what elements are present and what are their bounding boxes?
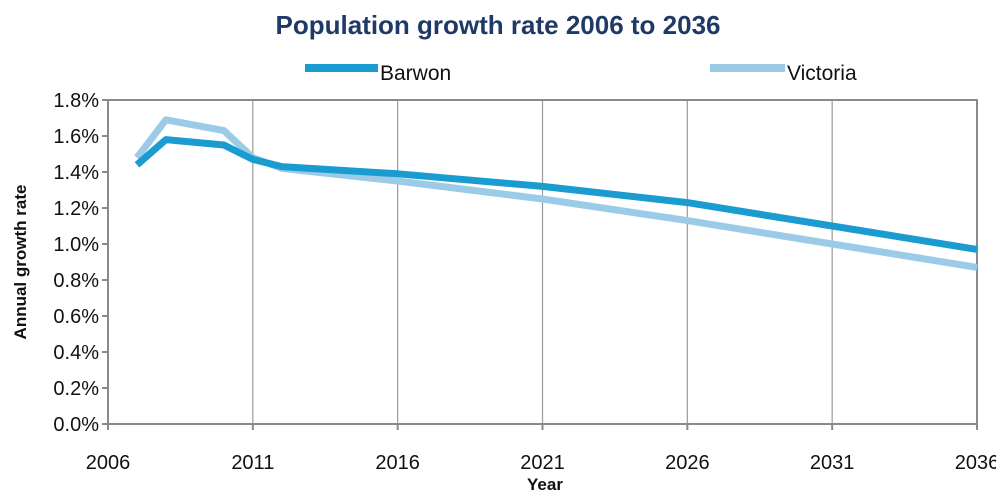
- x-tick-label: 2026: [665, 452, 710, 474]
- series-lines: [134, 116, 978, 271]
- y-tick-label: 1.4%: [53, 162, 99, 184]
- y-tick-label: 1.0%: [53, 234, 99, 256]
- legend-label-victoria: Victoria: [787, 62, 857, 85]
- y-tick-label: 0.0%: [53, 414, 99, 436]
- series-line-barwon: [134, 136, 978, 253]
- x-axis-title: Year: [527, 475, 563, 491]
- y-tick-label: 0.8%: [53, 270, 99, 292]
- x-axis-ticks: 2006 2011 2016 2021 2026 2031 2036: [86, 424, 996, 474]
- x-tick-label: 2036: [955, 452, 996, 474]
- x-tick-label: 2016: [375, 452, 420, 474]
- x-tick-label: 2006: [86, 452, 131, 474]
- x-tick-label: 2021: [520, 452, 565, 474]
- y-axis-title: Annual growth rate: [11, 185, 30, 340]
- legend-label-barwon: Barwon: [380, 62, 451, 85]
- y-tick-label: 1.2%: [53, 198, 99, 220]
- x-tick-label: 2031: [810, 452, 855, 474]
- y-axis-ticks: 0.0% 0.2% 0.4% 0.6% 0.8% 1.0% 1.2% 1.4% 1.6% 1.8%: [53, 90, 108, 436]
- y-tick-label: 0.2%: [53, 378, 99, 400]
- y-tick-label: 0.4%: [53, 342, 99, 364]
- x-tick-label: 2011: [231, 452, 274, 474]
- legend: Barwon Victoria: [305, 62, 857, 85]
- grid-lines: [252, 100, 833, 424]
- y-tick-label: 1.6%: [53, 126, 99, 148]
- chart-title: Population growth rate 2006 to 2036: [275, 10, 721, 40]
- y-tick-label: 1.8%: [53, 90, 99, 112]
- y-tick-label: 0.6%: [53, 306, 99, 328]
- series-line-victoria: [134, 116, 978, 271]
